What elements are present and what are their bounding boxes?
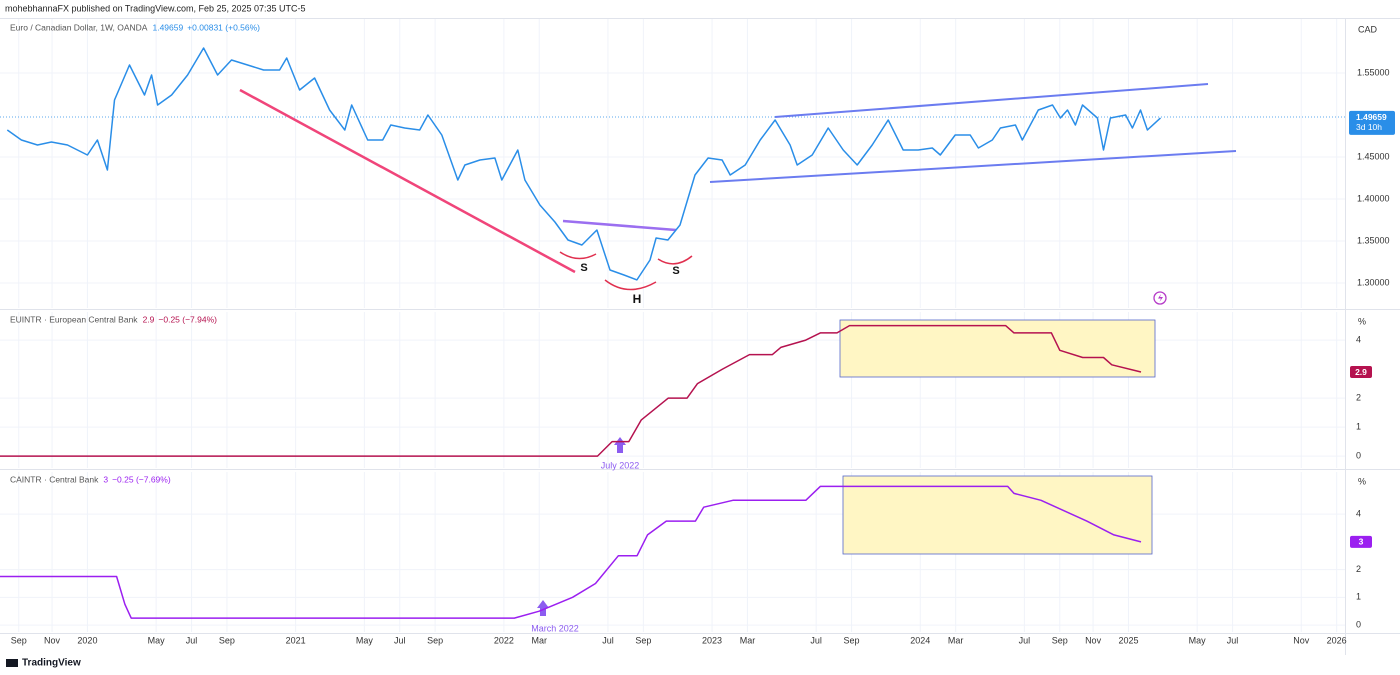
y-tick-label: 1.55000 — [1357, 67, 1390, 77]
x-tick-label: Nov — [1085, 635, 1102, 645]
y-tick-label: 1.35000 — [1357, 235, 1390, 245]
price-tag — [1350, 535, 1372, 548]
x-tick-label: Nov — [1293, 635, 1310, 645]
arrow-marker — [537, 600, 549, 616]
x-tick-label: Sep — [635, 635, 651, 645]
head-arc — [604, 279, 657, 291]
x-tick-label: 2026 — [1327, 635, 1347, 645]
x-tick-label: 2024 — [910, 635, 930, 645]
y-tick-label: 0 — [1356, 619, 1361, 629]
x-tick-label: Mar — [531, 635, 547, 645]
y-unit: % — [1358, 316, 1366, 326]
x-tick-label: Mar — [740, 635, 756, 645]
change: +0.00831 (+0.56%) — [187, 22, 260, 32]
y-tick-label: 1.40000 — [1357, 193, 1390, 203]
x-tick-label: 2020 — [77, 635, 97, 645]
annotation: March 2022 — [531, 623, 579, 633]
x-tick-label: Nov — [44, 635, 61, 645]
x-tick-label: 2025 — [1118, 635, 1138, 645]
y-tick-label: 2 — [1356, 564, 1361, 574]
logo — [6, 659, 18, 667]
x-tick-label: Sep — [11, 635, 27, 645]
price-tag-label: 3 — [1359, 537, 1364, 547]
x-tick-label: Sep — [427, 635, 443, 645]
y-tick-label: 1 — [1356, 592, 1361, 602]
y-tick-label: 1.45000 — [1357, 151, 1390, 161]
pane-title: Euro / Canadian Dollar, 1W, OANDA — [10, 22, 148, 32]
annotation: S — [580, 262, 587, 274]
x-tick-label: Jul — [1019, 635, 1031, 645]
x-tick-label: 2021 — [286, 635, 306, 645]
last-value: 2.9 — [143, 314, 155, 324]
event-icon[interactable] — [1153, 291, 1167, 305]
annotation: H — [633, 292, 642, 306]
x-tick-label: Sep — [1052, 635, 1068, 645]
change: −0.25 (−7.94%) — [158, 314, 217, 324]
x-tick-label: Sep — [219, 635, 235, 645]
x-tick-label: Jul — [186, 635, 198, 645]
arrow-marker — [614, 437, 626, 453]
y-tick-label: 1.30000 — [1357, 277, 1390, 287]
x-tick-label: 2023 — [702, 635, 722, 645]
price-tag — [1349, 110, 1395, 135]
x-tick-label: Jul — [602, 635, 614, 645]
x-tick-label: 2022 — [494, 635, 514, 645]
y-tick-label: 0 — [1356, 450, 1361, 460]
neckline — [562, 219, 677, 232]
channel-line — [774, 83, 1209, 118]
price-tag-label: 2.9 — [1355, 367, 1367, 377]
series-line — [0, 485, 1142, 619]
x-tick-label: May — [148, 635, 166, 645]
y-unit: % — [1358, 476, 1366, 486]
footer: TradingView — [22, 658, 81, 669]
countdown: 3d 10h — [1356, 122, 1382, 132]
shoulder-arc — [657, 255, 693, 265]
y-unit: CAD — [1358, 24, 1378, 34]
x-tick-label: May — [356, 635, 374, 645]
last-value: 1.49659 — [152, 22, 183, 32]
x-tick-label: May — [1189, 635, 1207, 645]
last-value: 3 — [103, 474, 108, 484]
price-tag — [1350, 366, 1372, 379]
x-tick-label: Jul — [394, 635, 406, 645]
x-tick-label: Mar — [948, 635, 964, 645]
shoulder-arc — [559, 251, 597, 260]
pane-title: CAINTR · Central Bank — [10, 474, 99, 484]
channel-line — [709, 150, 1237, 183]
y-tick-label: 4 — [1356, 509, 1361, 519]
y-tick-label: 4 — [1356, 335, 1361, 345]
annotation: July 2022 — [601, 460, 640, 470]
event-icon-bolt — [1158, 294, 1163, 302]
series-line — [0, 324, 1142, 457]
price-tag-label: 1.49659 — [1356, 112, 1387, 122]
y-tick-label: 1 — [1356, 421, 1361, 431]
x-tick-label: Sep — [844, 635, 860, 645]
pane-title: EUINTR · European Central Bank — [10, 314, 138, 324]
highlight-box — [842, 475, 1153, 555]
x-tick-label: Jul — [810, 635, 822, 645]
annotation: S — [672, 265, 679, 277]
highlight-box — [839, 319, 1156, 378]
x-tick-label: Jul — [1227, 635, 1239, 645]
header: mohebhannaFX published on TradingView.co… — [5, 3, 306, 13]
y-tick-label: 2 — [1356, 392, 1361, 402]
trend-line — [239, 88, 576, 274]
change: −0.25 (−7.69%) — [112, 474, 171, 484]
series-line — [6, 47, 1162, 281]
